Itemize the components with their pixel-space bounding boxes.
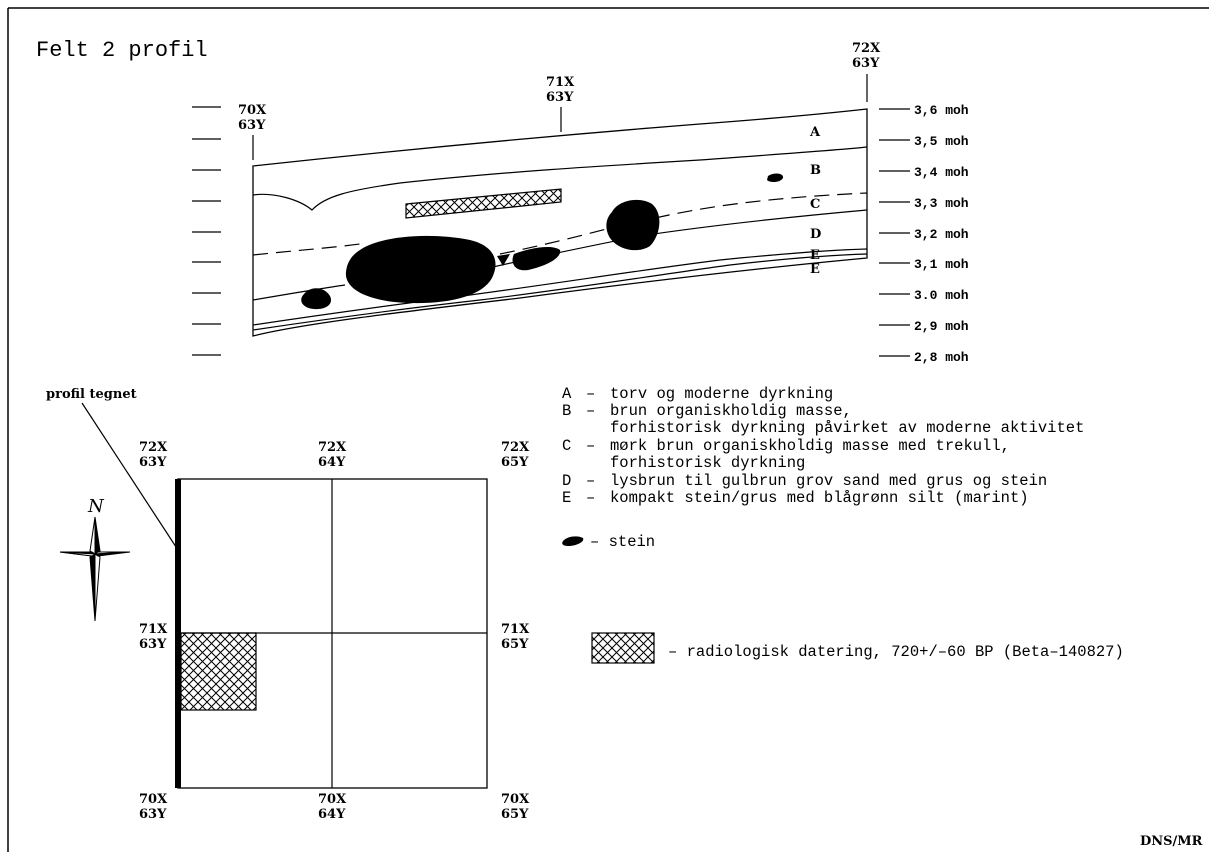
plan-section: profil tegnet 72X 63Y 72X 64Y 72X 65Y 71… (46, 387, 530, 822)
dated-sample-hatch (405, 188, 562, 219)
legend-text-a: torv og moderne dyrkning (610, 385, 833, 403)
north-arrow-icon: N (59, 496, 131, 622)
profile-marker-71x-y: 63Y (546, 90, 574, 105)
legend-dash-a: – (586, 385, 595, 403)
profile-marker-70x-y: 63Y (238, 118, 266, 133)
drawing-title: Felt 2 profil (36, 38, 208, 63)
legend-dash-b: – (586, 402, 595, 420)
elevation-label-3-1: 3,1 moh (914, 257, 969, 272)
legend-stone-icon (562, 536, 584, 546)
legend: A – torv og moderne dyrkning B – brun or… (562, 385, 1124, 664)
legend-letter-d: D (562, 472, 571, 490)
layer-letter-d: D (810, 227, 821, 242)
boundary-d-e (252, 248, 868, 326)
corner-72x-64y-x: 72X (318, 440, 347, 455)
profile-section: 3,6 moh 3,5 moh 3,4 moh 3,3 moh 3,2 moh … (192, 41, 969, 365)
boundary-e-lower (252, 253, 868, 331)
elevation-label-3-2: 3,2 moh (914, 227, 969, 242)
elevation-label-3-5: 3,5 moh (914, 134, 969, 149)
corner-72x-65y-y: 65Y (501, 455, 529, 470)
plan-dated-sample-hatch (180, 632, 257, 711)
corner-70x-63y-y: 63Y (139, 807, 167, 822)
layer-letter-c: C (810, 197, 820, 212)
boundary-b-c-dashed (252, 192, 868, 256)
legend-dash-c: – (586, 437, 595, 455)
elevation-label-3-4: 3,4 moh (914, 165, 969, 180)
legend-letter-a: A (562, 385, 572, 403)
layer-letter-b: B (810, 163, 821, 178)
corner-70x-64y-x: 70X (318, 792, 347, 807)
legend-text-b-2: forhistorisk dyrkning påvirket av modern… (610, 419, 1084, 437)
corner-72x-64y-y: 64Y (318, 455, 346, 470)
legend-letter-b: B (562, 402, 571, 420)
stone-round (606, 199, 660, 251)
drawing-credit: DNS/MR (1140, 834, 1203, 849)
stone-small-tip (497, 254, 510, 266)
legend-text-b-1: brun organiskholdig masse, (610, 402, 852, 420)
legend-letter-e: E (562, 489, 571, 507)
corner-71x-63y-x: 71X (139, 622, 168, 637)
north-label: N (87, 496, 105, 517)
corner-71x-65y-y: 65Y (501, 637, 529, 652)
corner-70x-65y-x: 70X (501, 792, 530, 807)
legend-text-c-2: forhistorisk dyrkning (610, 454, 805, 472)
stone-tiny (767, 173, 784, 183)
stone-elongated (512, 247, 561, 271)
elevation-label-3-6: 3,6 moh (914, 103, 969, 118)
drawn-profile-wall (175, 479, 181, 788)
elevation-label-2-9: 2,9 moh (914, 319, 969, 334)
legend-letter-c: C (562, 437, 571, 455)
legend-text-d: lysbrun til gulbrun grov sand med grus o… (610, 472, 1047, 490)
boundary-a-b (252, 146, 868, 211)
corner-72x-63y-y: 63Y (139, 455, 167, 470)
stone-left (301, 288, 332, 310)
layer-letter-a: A (809, 125, 821, 140)
layer-letter-e-upper: E (810, 248, 820, 263)
profile-outline (252, 108, 868, 337)
legend-dating-hatch (591, 632, 655, 664)
profile-marker-72x-y: 63Y (852, 56, 880, 71)
legend-dating-label: – radiologisk datering, 720+/–60 BP (Bet… (668, 643, 1124, 661)
legend-text-c-1: mørk brun organiskholdig masse med treku… (610, 437, 1010, 455)
right-elevation-ticks (879, 108, 910, 357)
elevation-label-2-8: 2,8 moh (914, 350, 969, 365)
corner-72x-65y-x: 72X (501, 440, 530, 455)
drawn-profile-leader (81, 402, 179, 551)
profile-marker-71x: 71X (546, 75, 575, 90)
profile-marker-70x: 70X (238, 103, 267, 118)
layer-letter-e-lower: E (810, 262, 820, 277)
corner-72x-63y-x: 72X (139, 440, 168, 455)
corner-70x-65y-y: 65Y (501, 807, 529, 822)
legend-stone-label: – stein (590, 533, 655, 551)
elevation-label-3-0: 3.0 moh (914, 288, 969, 303)
corner-71x-63y-y: 63Y (139, 637, 167, 652)
stone-large (345, 235, 496, 304)
corner-71x-65y-x: 71X (501, 622, 530, 637)
corner-70x-63y-x: 70X (139, 792, 168, 807)
elevation-label-3-3: 3,3 moh (914, 196, 969, 211)
drawn-profile-label: profil tegnet (46, 387, 137, 402)
corner-70x-64y-y: 64Y (318, 807, 346, 822)
profile-marker-72x: 72X (852, 41, 881, 56)
legend-dash-d: – (586, 472, 595, 490)
legend-text-e: kompakt stein/grus med blågrønn silt (ma… (610, 489, 1029, 507)
left-elevation-ticks (192, 106, 221, 356)
legend-dash-e: – (586, 489, 595, 507)
